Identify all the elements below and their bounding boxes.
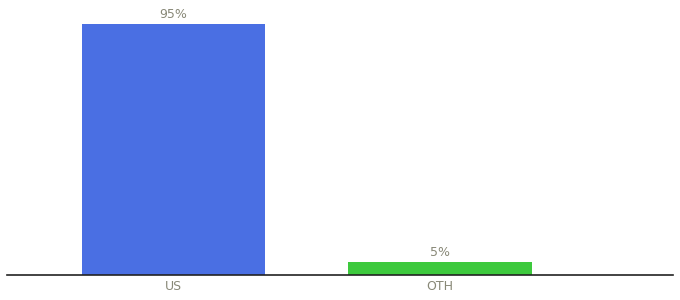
Text: 5%: 5% — [430, 246, 450, 259]
Bar — [348, 262, 532, 275]
Bar — [82, 24, 265, 275]
Text: 95%: 95% — [160, 8, 188, 21]
